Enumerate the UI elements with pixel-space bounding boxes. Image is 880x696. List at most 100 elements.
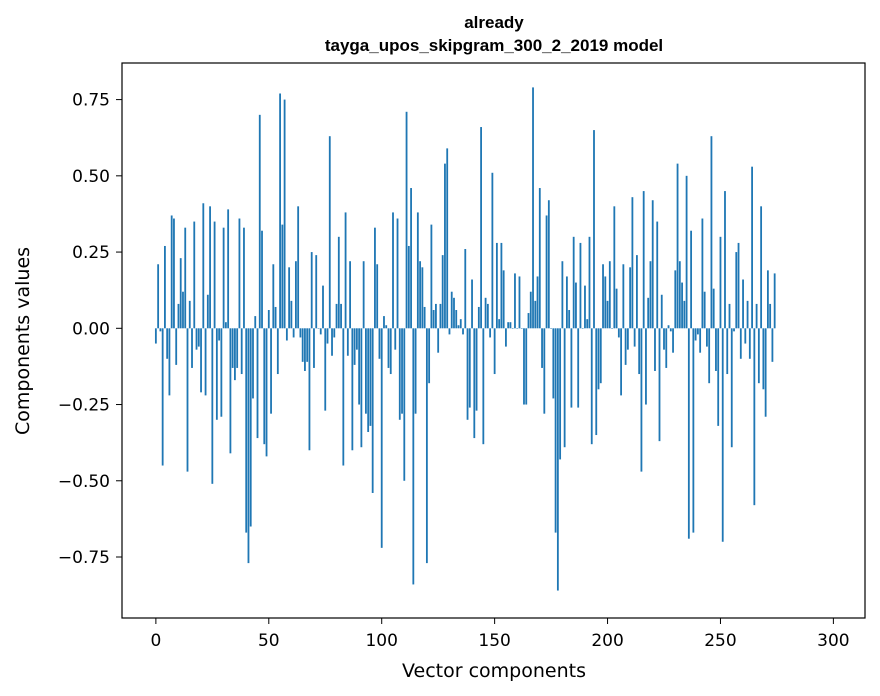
bar xyxy=(173,218,175,329)
bar xyxy=(430,224,433,329)
bar xyxy=(385,325,388,329)
bar xyxy=(482,328,485,445)
bar xyxy=(753,328,756,506)
bar xyxy=(247,328,250,564)
bar xyxy=(450,291,453,329)
bar xyxy=(220,328,223,417)
bar xyxy=(270,328,272,414)
bar xyxy=(484,297,487,329)
bar xyxy=(724,191,726,329)
bar xyxy=(608,261,611,329)
bar xyxy=(294,261,297,329)
bar xyxy=(629,267,632,329)
bar xyxy=(229,328,232,454)
bar xyxy=(355,328,358,350)
bar xyxy=(200,328,202,393)
y-tick-label: 0.00 xyxy=(72,319,110,339)
bar xyxy=(274,306,277,329)
bar xyxy=(453,297,455,329)
bar xyxy=(204,328,207,396)
bar xyxy=(735,252,738,329)
bar xyxy=(654,328,656,371)
bar xyxy=(344,212,347,329)
bar xyxy=(441,255,444,329)
bar xyxy=(681,282,683,329)
bar xyxy=(414,328,417,414)
bar xyxy=(701,218,704,329)
x-tick-label: 250 xyxy=(704,631,736,651)
bar xyxy=(744,328,747,344)
bar xyxy=(529,291,532,329)
bar xyxy=(249,328,252,527)
bar xyxy=(649,261,652,329)
bar xyxy=(161,328,164,466)
bar xyxy=(556,328,559,591)
bar xyxy=(685,175,688,329)
bar xyxy=(640,328,643,472)
bar xyxy=(595,328,598,436)
bar xyxy=(626,328,629,350)
bar xyxy=(177,303,180,329)
bar xyxy=(536,276,539,329)
bar xyxy=(502,270,505,329)
y-tick-label: −0.25 xyxy=(58,396,110,416)
bar xyxy=(541,328,543,368)
bar xyxy=(252,328,254,399)
chart-title-line-1: already xyxy=(464,13,524,32)
bar xyxy=(590,328,593,445)
bar xyxy=(584,285,586,329)
bar xyxy=(202,203,205,329)
bar xyxy=(243,227,245,329)
bar xyxy=(396,218,399,329)
bar xyxy=(520,328,523,329)
bar xyxy=(462,328,464,335)
bar xyxy=(371,328,374,493)
bar xyxy=(739,328,742,359)
bar xyxy=(215,328,218,420)
bar xyxy=(446,148,449,329)
y-axis: −0.75 −0.50 −0.25 0.00 0.25 0.50 0.75 xyxy=(58,91,122,568)
bar xyxy=(480,127,482,329)
bar xyxy=(410,188,412,329)
bar xyxy=(509,322,512,329)
bar xyxy=(197,328,200,347)
y-tick-label: 0.50 xyxy=(72,167,110,187)
bar xyxy=(157,264,160,329)
bar xyxy=(376,264,379,329)
bar xyxy=(563,328,566,448)
bar xyxy=(464,249,467,329)
bar xyxy=(615,288,618,329)
bar xyxy=(369,328,372,426)
bar xyxy=(398,328,401,420)
bar xyxy=(425,328,428,564)
bar xyxy=(392,212,394,329)
bar xyxy=(547,200,550,329)
bar xyxy=(444,163,446,329)
bar xyxy=(245,328,248,533)
bar xyxy=(263,328,266,445)
bar xyxy=(638,328,641,375)
bar xyxy=(523,328,525,405)
bar xyxy=(272,264,275,329)
bar xyxy=(475,328,478,411)
bar xyxy=(683,300,686,329)
bar xyxy=(256,328,259,439)
bar xyxy=(317,328,320,329)
bar xyxy=(380,328,383,548)
bar xyxy=(224,322,227,329)
y-tick-label: −0.50 xyxy=(58,472,110,492)
bar xyxy=(514,273,516,329)
bar xyxy=(593,130,595,329)
bar xyxy=(489,328,492,338)
bar xyxy=(297,206,300,329)
bar xyxy=(389,328,392,375)
bar xyxy=(360,328,363,448)
bar xyxy=(559,328,562,460)
bar xyxy=(710,136,713,329)
bar xyxy=(383,316,385,329)
bar xyxy=(620,328,622,396)
bar xyxy=(283,99,286,329)
bar xyxy=(166,328,169,359)
bar xyxy=(222,227,225,329)
bar xyxy=(421,267,424,329)
